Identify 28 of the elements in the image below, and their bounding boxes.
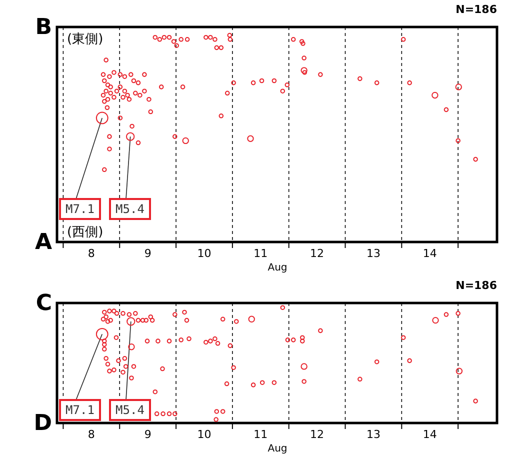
x-tick-label: 13	[366, 247, 380, 260]
x-axis-title: Aug	[268, 444, 288, 454]
x-tick-label: 14	[422, 428, 437, 441]
annotation: M5.4	[116, 202, 144, 216]
x-tick-label: 8	[88, 428, 95, 441]
x-tick-label: 10	[197, 428, 212, 441]
annotation: (東側)	[67, 32, 104, 47]
annotation: M7.1	[66, 403, 94, 417]
x-tick-label: 8	[88, 247, 95, 260]
text: C	[36, 291, 52, 316]
x-tick-label: 12	[310, 247, 324, 260]
chart-subtitle: N=186	[456, 279, 498, 292]
chart-subtitle: N=186	[456, 3, 498, 16]
x-tick-label: 11	[254, 247, 268, 260]
x-tick-label: 9	[144, 247, 152, 260]
annotation: (西側)	[67, 225, 104, 240]
x-tick-label: 11	[254, 428, 268, 441]
x-tick-label: 10	[197, 247, 212, 260]
text: A	[34, 230, 52, 255]
x-tick-label: 12	[310, 428, 324, 441]
x-tick-label: 9	[144, 428, 152, 441]
text: B	[35, 15, 52, 40]
annotation: M7.1	[66, 202, 94, 216]
x-tick-label: 14	[422, 247, 437, 260]
x-tick-label: 13	[366, 428, 380, 441]
text: D	[34, 411, 52, 436]
x-axis-title: Aug	[268, 262, 288, 274]
annotation: M5.4	[116, 403, 144, 417]
